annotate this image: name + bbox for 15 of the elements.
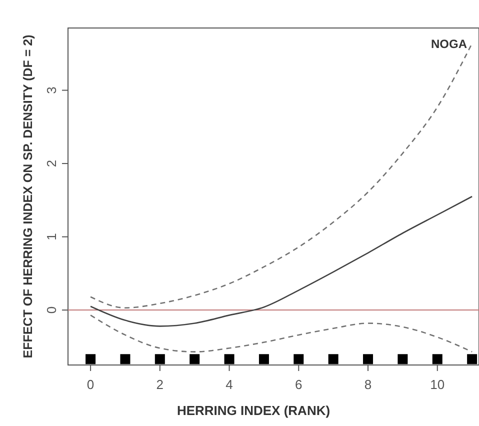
x-tick-label: 6	[295, 377, 302, 392]
y-tick-label: 1	[44, 233, 59, 240]
y-tick-label: 2	[44, 160, 59, 168]
y-axis-title: EFFECT OF HERRING INDEX ON SP. DENSITY (DF = 2)	[21, 34, 35, 358]
x-tick-label: 10	[430, 377, 445, 392]
annotation: NOGA	[431, 37, 468, 51]
x-tick-label: 8	[364, 377, 372, 392]
y-tick-label: 3	[44, 86, 59, 94]
line-series	[90, 314, 473, 352]
y-tick-label: 0	[44, 306, 59, 314]
x-axis-title: HERRING INDEX (RANK)	[176, 403, 330, 418]
x-tick-label: 4	[226, 377, 233, 392]
x-tick-label: 2	[156, 377, 164, 392]
line-series	[90, 196, 473, 327]
x-tick-label: 0	[86, 377, 94, 392]
